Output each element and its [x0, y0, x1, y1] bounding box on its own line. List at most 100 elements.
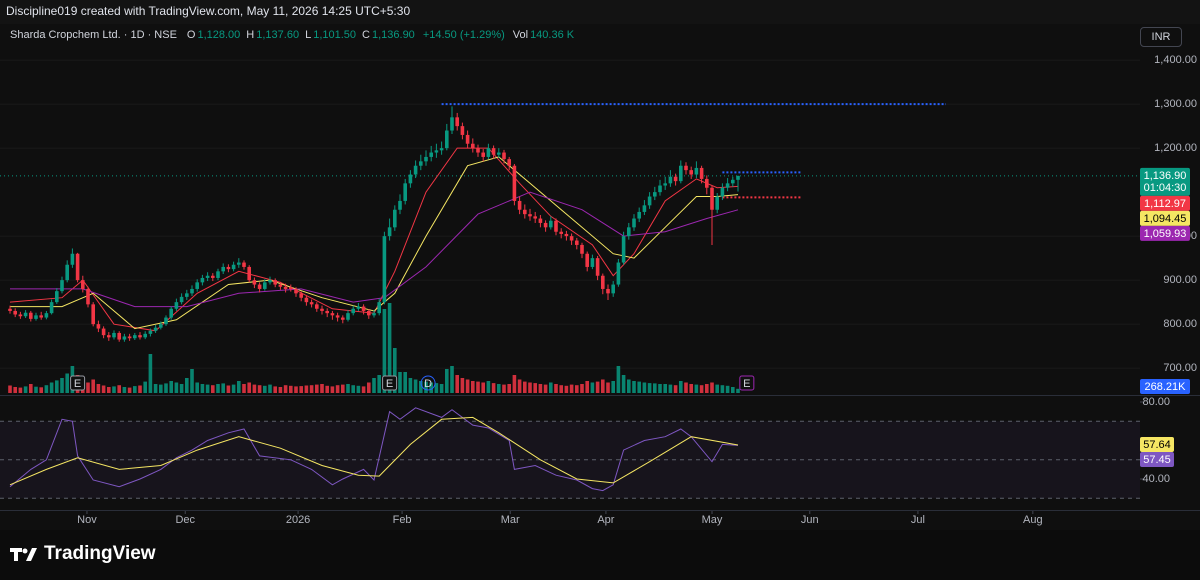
- y-tick-label: 1,300.00: [1154, 98, 1197, 110]
- candle-body: [221, 266, 225, 272]
- candle-body: [502, 152, 506, 160]
- volume-bar: [564, 385, 569, 393]
- volume-bar: [460, 378, 465, 393]
- volume-bar: [450, 366, 454, 393]
- candle-body: [169, 308, 173, 318]
- rsi-ma-line: [9, 416, 739, 486]
- volume-bar: [257, 385, 262, 393]
- volume-bar: [159, 384, 163, 393]
- candle-body: [283, 286, 288, 289]
- candle-body: [299, 293, 303, 298]
- volume-bar: [439, 384, 444, 393]
- candle-body: [257, 284, 262, 289]
- candle-body: [408, 174, 413, 184]
- volume-bar: [96, 384, 101, 393]
- volume-bar: [148, 354, 153, 393]
- x-tick-label: May: [702, 514, 723, 526]
- volume-bar: [107, 387, 111, 393]
- volume-bar: [715, 384, 719, 393]
- candle-body: [580, 244, 584, 254]
- currency-button[interactable]: INR: [1140, 27, 1182, 47]
- volume-bar: [278, 387, 283, 393]
- volume-bar: [554, 384, 558, 393]
- candle-body: [585, 253, 589, 267]
- candle-body: [143, 333, 147, 338]
- volume-bar: [569, 384, 574, 393]
- volume-bar: [231, 384, 236, 393]
- candle-body: [387, 227, 392, 237]
- volume-bar: [502, 384, 506, 393]
- rsi-tag-label: 57.64: [1143, 439, 1171, 451]
- y-tick-label: 1,400.00: [1154, 54, 1197, 66]
- volume-bar: [44, 385, 49, 393]
- volume-bar: [668, 384, 673, 393]
- volume-bar: [304, 385, 309, 393]
- candle-body: [107, 335, 111, 338]
- legend-key: Vol: [512, 29, 529, 41]
- price-tag-label: 1,094.45: [1144, 213, 1187, 225]
- legend-change: +14.50 (+1.29%): [422, 29, 505, 41]
- candle-body: [393, 209, 397, 228]
- candle-body: [309, 302, 314, 305]
- candle-body: [731, 179, 735, 184]
- volume-bar: [393, 348, 397, 393]
- candle-body: [382, 236, 387, 303]
- candle-body: [268, 280, 272, 283]
- volume-bar: [559, 385, 563, 393]
- x-tick-label: 2026: [286, 514, 310, 526]
- volume-bar: [590, 382, 595, 393]
- x-tick-label: Jul: [911, 514, 925, 526]
- volume-bar: [413, 379, 418, 393]
- candle-body: [699, 167, 704, 179]
- volume-bar: [122, 387, 127, 393]
- volume-bar: [39, 387, 43, 393]
- x-tick-label: Aug: [1023, 514, 1043, 526]
- candle-body: [346, 313, 350, 320]
- volume-bar: [663, 384, 667, 393]
- volume-bar: [476, 381, 480, 393]
- candle-body: [533, 216, 537, 219]
- candle-body: [237, 262, 241, 265]
- candle-body: [335, 315, 340, 318]
- candle-body: [320, 308, 324, 311]
- candle-body: [81, 280, 85, 289]
- candle-body: [611, 284, 615, 294]
- volume-bar: [601, 379, 605, 393]
- candle-body: [289, 287, 293, 289]
- candle-body: [179, 296, 184, 303]
- caption: Discipline019 created with TradingView.c…: [6, 4, 411, 18]
- volume-bar: [549, 382, 553, 393]
- volume-bar: [533, 383, 537, 393]
- countdown: 01:04:30: [1144, 182, 1187, 194]
- candle-body: [621, 236, 626, 263]
- event-marker: [70, 375, 86, 391]
- volume-bar: [226, 385, 231, 393]
- candle-body: [86, 288, 90, 305]
- legend-key: O: [186, 29, 196, 41]
- candle-body: [231, 264, 236, 270]
- volume-bar: [507, 384, 511, 393]
- candle-body: [445, 130, 449, 149]
- candle-body: [497, 152, 501, 155]
- candle-body: [668, 176, 673, 184]
- volume-bar: [205, 384, 210, 393]
- volume-bar: [382, 309, 387, 393]
- volume-bar: [658, 384, 662, 393]
- candle-body: [528, 214, 532, 217]
- volume-bar: [55, 380, 59, 393]
- volume-bar: [315, 384, 319, 393]
- candle-body: [122, 336, 127, 340]
- legend-value: 1,101.50: [313, 29, 357, 41]
- event-marker: [420, 375, 436, 391]
- volume-bar: [736, 388, 740, 393]
- y-tick-label: 800.00: [1163, 318, 1197, 330]
- candle-body: [559, 231, 563, 234]
- x-tick-label: Jun: [801, 514, 819, 526]
- volume-bar: [34, 386, 38, 393]
- candle-body: [44, 313, 49, 318]
- y-tick-label: 700.00: [1163, 362, 1197, 374]
- volume-bar: [424, 381, 428, 393]
- volume-bar: [117, 385, 121, 393]
- volume-bar: [283, 385, 288, 393]
